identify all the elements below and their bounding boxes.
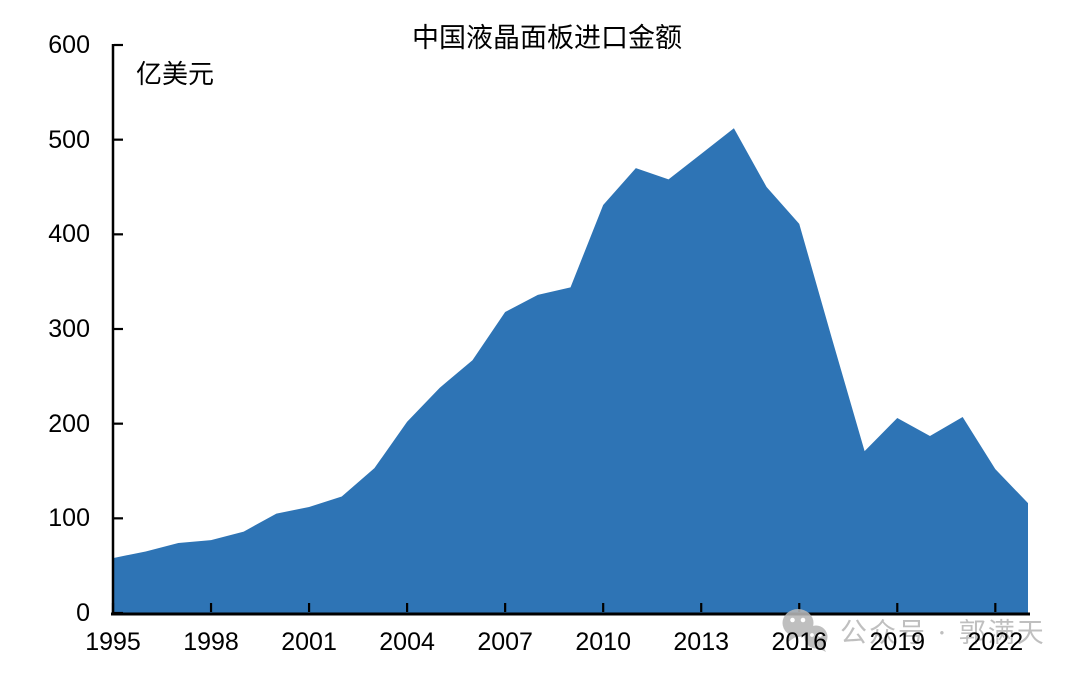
y-axis-tick-label: 0	[76, 599, 90, 627]
x-axis-tick-label: 2016	[771, 628, 828, 656]
x-axis-tick-label: 2013	[673, 628, 730, 656]
y-axis-tick-label: 100	[48, 504, 90, 533]
x-axis-tick-label: 2010	[575, 628, 631, 656]
x-axis-tick-label: 2022	[967, 628, 1024, 656]
x-axis-tick-label: 2001	[281, 628, 337, 656]
y-axis-tick-label: 600	[48, 31, 90, 59]
chart-title: 中国液晶面板进口金额	[412, 23, 682, 54]
y-axis-unit-label: 亿美元	[136, 60, 215, 90]
x-axis-tick-label: 2004	[379, 628, 435, 656]
y-axis-tick-label: 500	[48, 125, 90, 154]
y-axis-tick-label: 200	[48, 409, 90, 438]
x-axis-tick-label: 1995	[85, 628, 141, 656]
x-axis-tick-label: 1998	[183, 628, 239, 656]
import-value-area-series	[113, 128, 1028, 613]
y-axis-tick-label: 300	[48, 315, 90, 343]
x-axis-tick-label: 2019	[869, 628, 926, 656]
x-axis-tick-label: 2007	[477, 628, 533, 656]
y-axis-tick-label: 400	[48, 220, 90, 249]
